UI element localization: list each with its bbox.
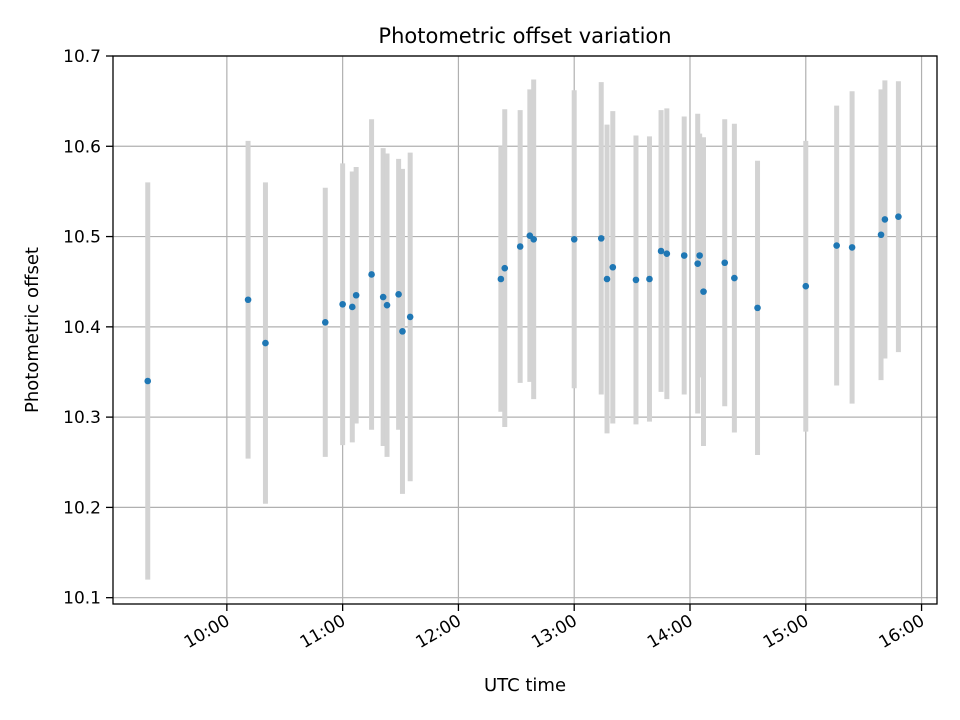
y-tick-label: 10.6: [63, 137, 101, 157]
y-axis-label: Photometric offset: [22, 247, 43, 413]
data-point: [530, 235, 537, 243]
data-point: [497, 275, 505, 283]
data-point: [570, 235, 578, 243]
data-point: [694, 260, 702, 267]
data-point: [395, 291, 402, 298]
data-point: [321, 319, 329, 326]
data-point: [144, 377, 152, 385]
data-point: [603, 275, 611, 283]
data-point: [399, 328, 406, 335]
data-point: [348, 303, 356, 311]
data-point: [895, 213, 902, 220]
chart-title: Photometric offset variation: [378, 24, 671, 48]
data-point: [802, 282, 810, 290]
data-point: [632, 276, 640, 284]
data-point: [262, 339, 269, 347]
data-point: [609, 263, 617, 271]
y-axis-ticks: 10.1 10.2 10.3 10.4 10.5 10.6 10.7: [63, 47, 113, 609]
data-point: [680, 252, 688, 259]
data-point: [646, 275, 653, 283]
data-points: [144, 213, 902, 385]
data-point: [881, 216, 889, 223]
data-point: [696, 252, 703, 259]
data-point: [657, 247, 665, 255]
data-point: [754, 304, 761, 312]
data-point: [352, 291, 360, 299]
plot-frame: [112, 55, 938, 605]
y-tick-label: 10.3: [63, 408, 101, 428]
data-point: [379, 293, 387, 301]
y-tick-label: 10.4: [63, 318, 101, 338]
data-point: [663, 250, 671, 258]
y-tick-label: 10.2: [63, 498, 101, 518]
data-point: [731, 274, 738, 282]
y-tick-label: 10.7: [63, 47, 101, 67]
y-tick-label: 10.5: [63, 228, 101, 248]
data-point: [597, 235, 605, 242]
data-point: [244, 296, 252, 304]
data-point: [368, 271, 375, 278]
data-point: [848, 244, 856, 251]
data-point: [339, 300, 346, 308]
x-axis-label: UTC time: [484, 675, 566, 696]
data-point: [833, 242, 840, 249]
y-tick-label: 10.1: [63, 589, 101, 609]
data-point: [721, 259, 729, 267]
data-point: [516, 243, 524, 250]
data-point: [383, 301, 391, 309]
data-point: [406, 313, 414, 321]
data-point: [501, 264, 509, 272]
data-point: [877, 231, 885, 239]
data-point: [700, 288, 707, 295]
